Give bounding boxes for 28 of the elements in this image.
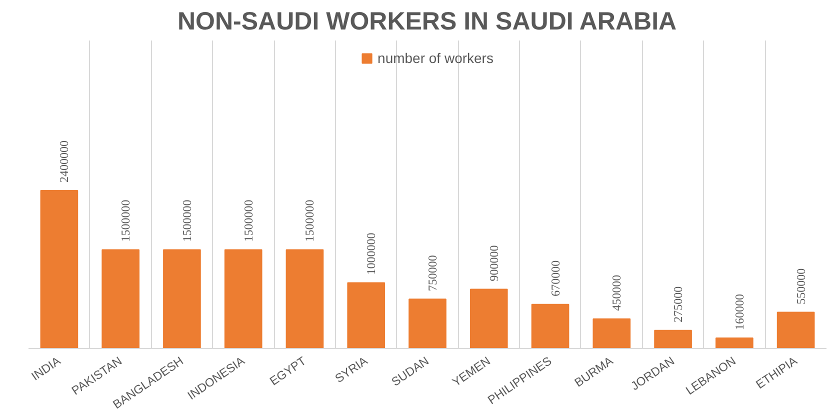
bar — [592, 318, 631, 348]
legend-label: number of workers — [378, 50, 494, 66]
bar — [163, 249, 201, 348]
bar — [286, 249, 324, 348]
bar — [776, 312, 815, 348]
data-label: 1000000 — [364, 232, 378, 275]
bar — [654, 330, 692, 348]
bar — [531, 304, 570, 348]
data-label: 1500000 — [302, 200, 317, 242]
chart-title: NON-SAUDI WORKERS IN SAUDI ARABIA — [178, 8, 677, 36]
data-label: 550000 — [794, 268, 808, 304]
bar — [470, 288, 508, 348]
data-label: 450000 — [610, 274, 624, 311]
bar — [716, 337, 754, 348]
data-label: 275000 — [671, 286, 686, 322]
data-label: 2400000 — [57, 140, 72, 183]
bar — [40, 190, 78, 348]
data-label: 1500000 — [241, 200, 256, 242]
bar — [408, 298, 446, 348]
data-label: 1500000 — [118, 200, 133, 242]
data-label: 670000 — [548, 260, 562, 296]
bar — [102, 249, 140, 348]
data-label: 160000 — [732, 294, 746, 330]
data-label: 1500000 — [180, 200, 194, 242]
bar — [224, 249, 262, 348]
bar — [347, 282, 386, 348]
data-label: 750000 — [426, 255, 440, 292]
data-label: 900000 — [486, 245, 501, 282]
